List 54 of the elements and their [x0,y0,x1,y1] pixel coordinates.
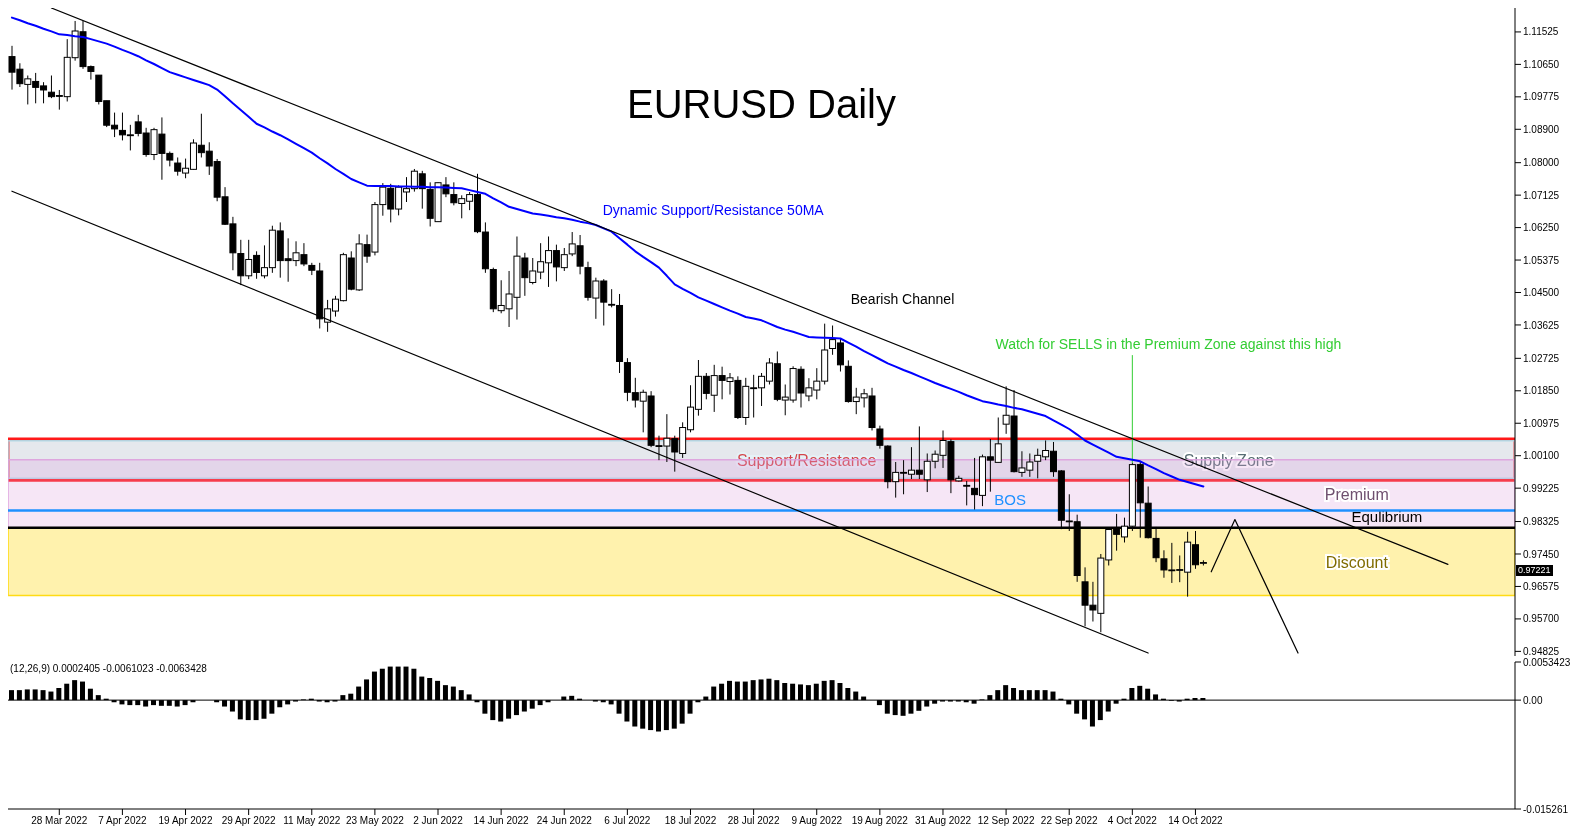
x-tick-label: 7 Apr 2022 [98,815,148,827]
y-tick-label: 1.03625 [1523,319,1560,331]
ref-line-label: BOS [994,490,1026,508]
x-tick-label: 28 Mar 2022 [31,815,88,827]
y-tick-label: 1.08900 [1523,123,1560,135]
x-tick-label: 11 May 2022 [283,815,341,827]
series-label: Bearish Channel [850,291,955,308]
x-tick-label: 19 Apr 2022 [158,815,213,827]
annotation: Watch for SELLS in the Premium Zone against this high [995,336,1342,353]
x-tick-label: 9 Aug 2022 [791,815,843,827]
y-tick-label: 1.10650 [1523,58,1560,70]
y-tick-label: 1.04500 [1523,287,1560,299]
series-label: Dynamic Support/Resistance 50MA [602,202,825,219]
text: EURUSD Daily [626,82,897,127]
x-tick-label: 14 Oct 2022 [1168,815,1224,827]
x-tick-label: 28 Jul 2022 [727,815,780,827]
y-tick-label: 0.97450 [1523,548,1560,560]
y-tick-label: 1.06250 [1523,222,1560,234]
chart-title: (12,26,9) 0.0002405 -0.0061023 -0.0063428 [10,663,207,674]
y-tick-label: 0.94825 [1523,645,1560,657]
x-tick-label: 2 Jun 2022 [413,815,464,827]
y-tick-label: 1.00100 [1523,450,1560,462]
y-tick-label: 1.02725 [1523,352,1560,364]
y-tick-label: 0.98325 [1523,516,1560,528]
band-label: Support/Resistance [736,451,877,469]
y-tick-label: 0.00 [1523,694,1543,706]
x-tick-label: 6 Jul 2022 [604,815,651,827]
x-tick-label: 23 May 2022 [345,815,405,827]
x-tick-label: 31 Aug 2022 [914,815,972,827]
x-tick-label: 14 Jun 2022 [473,815,530,827]
x-tick-label: 12 Sep 2022 [977,815,1035,827]
y-tick-label: 1.08000 [1523,157,1560,169]
band-label: Discount [1325,553,1389,571]
text: 0.97221 [1516,565,1553,576]
y-tick-label: 0.99225 [1523,482,1560,494]
x-tick-label: 18 Jul 2022 [664,815,717,827]
x-tick-label: 24 Jun 2022 [536,815,593,827]
x-tick-label: 29 Apr 2022 [221,815,277,827]
band-label: Premium [1324,485,1389,503]
y-tick-label: 0.96575 [1523,581,1560,592]
y-tick-label: 1.11525 [1523,26,1559,38]
y-tick-label: 0.0053423 [1523,656,1571,668]
ref-line-label: Equlibrium [1351,507,1423,525]
y-tick-label: 1.09775 [1523,91,1560,103]
y-tick-label: 1.07125 [1523,189,1560,201]
x-tick-label: 22 Sep 2022 [1040,815,1099,827]
y-tick-label: 1.01850 [1523,385,1560,397]
band-label: Supply Zone [1183,451,1274,469]
y-tick-label: 1.05375 [1523,254,1560,266]
x-tick-label: 4 Oct 2022 [1107,815,1158,827]
y-tick-label: 1.00975 [1523,417,1560,429]
y-tick-label: -0.015261 [1523,803,1569,815]
x-tick-label: 19 Aug 2022 [851,815,909,827]
y-tick-label: 0.95700 [1523,613,1560,625]
